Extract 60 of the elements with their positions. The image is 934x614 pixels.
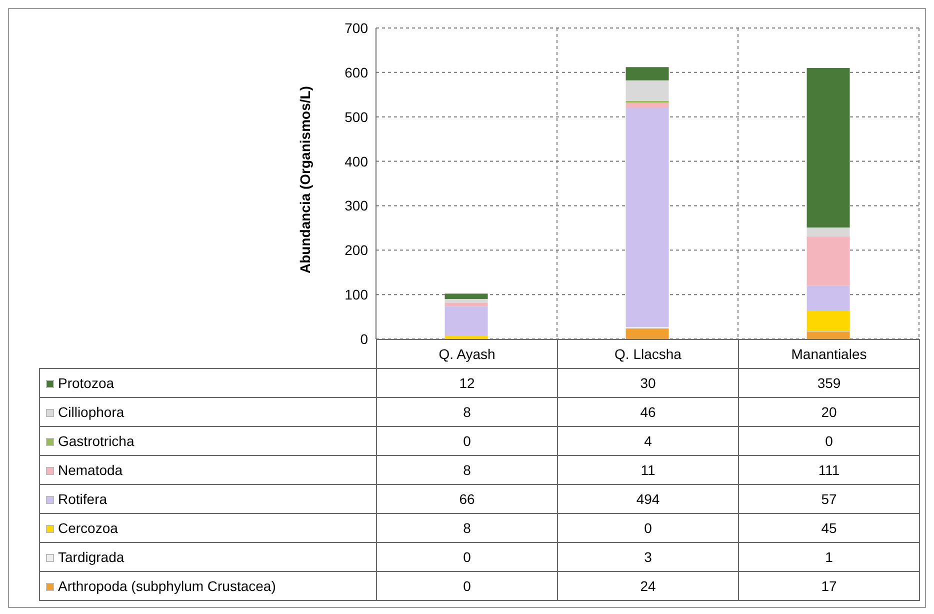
data-label: 359 (738, 368, 920, 398)
x-tick-label: Q. Ayash (376, 340, 558, 368)
bar (806, 68, 850, 228)
bar (444, 335, 488, 339)
legend-label: Protozoa (40, 368, 376, 398)
legend-label: Tardigrada (40, 542, 376, 572)
bar (626, 67, 669, 80)
data-label: 4 (558, 426, 738, 456)
bar (626, 80, 669, 101)
data-label: 45 (738, 514, 920, 542)
bar (626, 328, 669, 339)
bar (806, 227, 850, 236)
data-label: 8 (376, 398, 558, 426)
data-label: 494 (558, 484, 738, 514)
data-label: 0 (376, 542, 558, 572)
data-label: 24 (558, 572, 738, 600)
bar (444, 302, 488, 306)
y-tick-label: 200 (344, 242, 368, 258)
bar (806, 286, 850, 312)
x-tick-label: Q. Llacsha (558, 340, 738, 368)
data-label: 57 (738, 484, 920, 514)
y-tick-label: 100 (344, 286, 368, 303)
data-label: 3 (558, 542, 738, 572)
legend-label: Cercozoa (40, 514, 376, 542)
bar (626, 102, 669, 108)
legend-label: Rotifera (40, 484, 376, 514)
data-label: 30 (558, 368, 738, 398)
y-tick-label: 500 (344, 108, 368, 125)
y-tick-label: 300 (344, 198, 368, 214)
legend-label: Cilliophora (40, 398, 376, 426)
bar (806, 236, 850, 286)
data-label: 1 (738, 542, 920, 572)
data-label: 66 (376, 484, 558, 514)
bar (444, 306, 488, 336)
bar (806, 311, 850, 332)
bar (626, 108, 669, 328)
y-tick-label: 400 (344, 153, 368, 170)
bar (444, 299, 488, 303)
y-tick-label: 600 (344, 64, 368, 80)
y-axis-title: Abundancia (Organismos/L) (296, 86, 313, 274)
data-label: 17 (738, 572, 920, 600)
bar (444, 294, 488, 300)
legend-label: Arthropoda (subphylum Crustacea) (40, 572, 376, 600)
bar (806, 331, 850, 339)
data-label: 20 (738, 398, 920, 426)
data-label: 8 (376, 456, 558, 484)
data-label: 11 (558, 456, 738, 484)
data-label: 12 (376, 368, 558, 398)
data-label: 0 (558, 514, 738, 542)
data-label: 111 (738, 456, 920, 484)
y-tick-label: 0 (360, 330, 368, 347)
x-tick-label: Manantiales (738, 340, 920, 368)
data-label: 0 (376, 572, 558, 600)
data-label: 8 (376, 514, 558, 542)
legend-label: Nematoda (40, 456, 376, 484)
data-label: 0 (738, 426, 920, 456)
y-tick-label: 700 (344, 20, 368, 36)
legend-label: Gastrotricha (40, 426, 376, 456)
data-label: 46 (558, 398, 738, 426)
data-label: 0 (376, 426, 558, 456)
